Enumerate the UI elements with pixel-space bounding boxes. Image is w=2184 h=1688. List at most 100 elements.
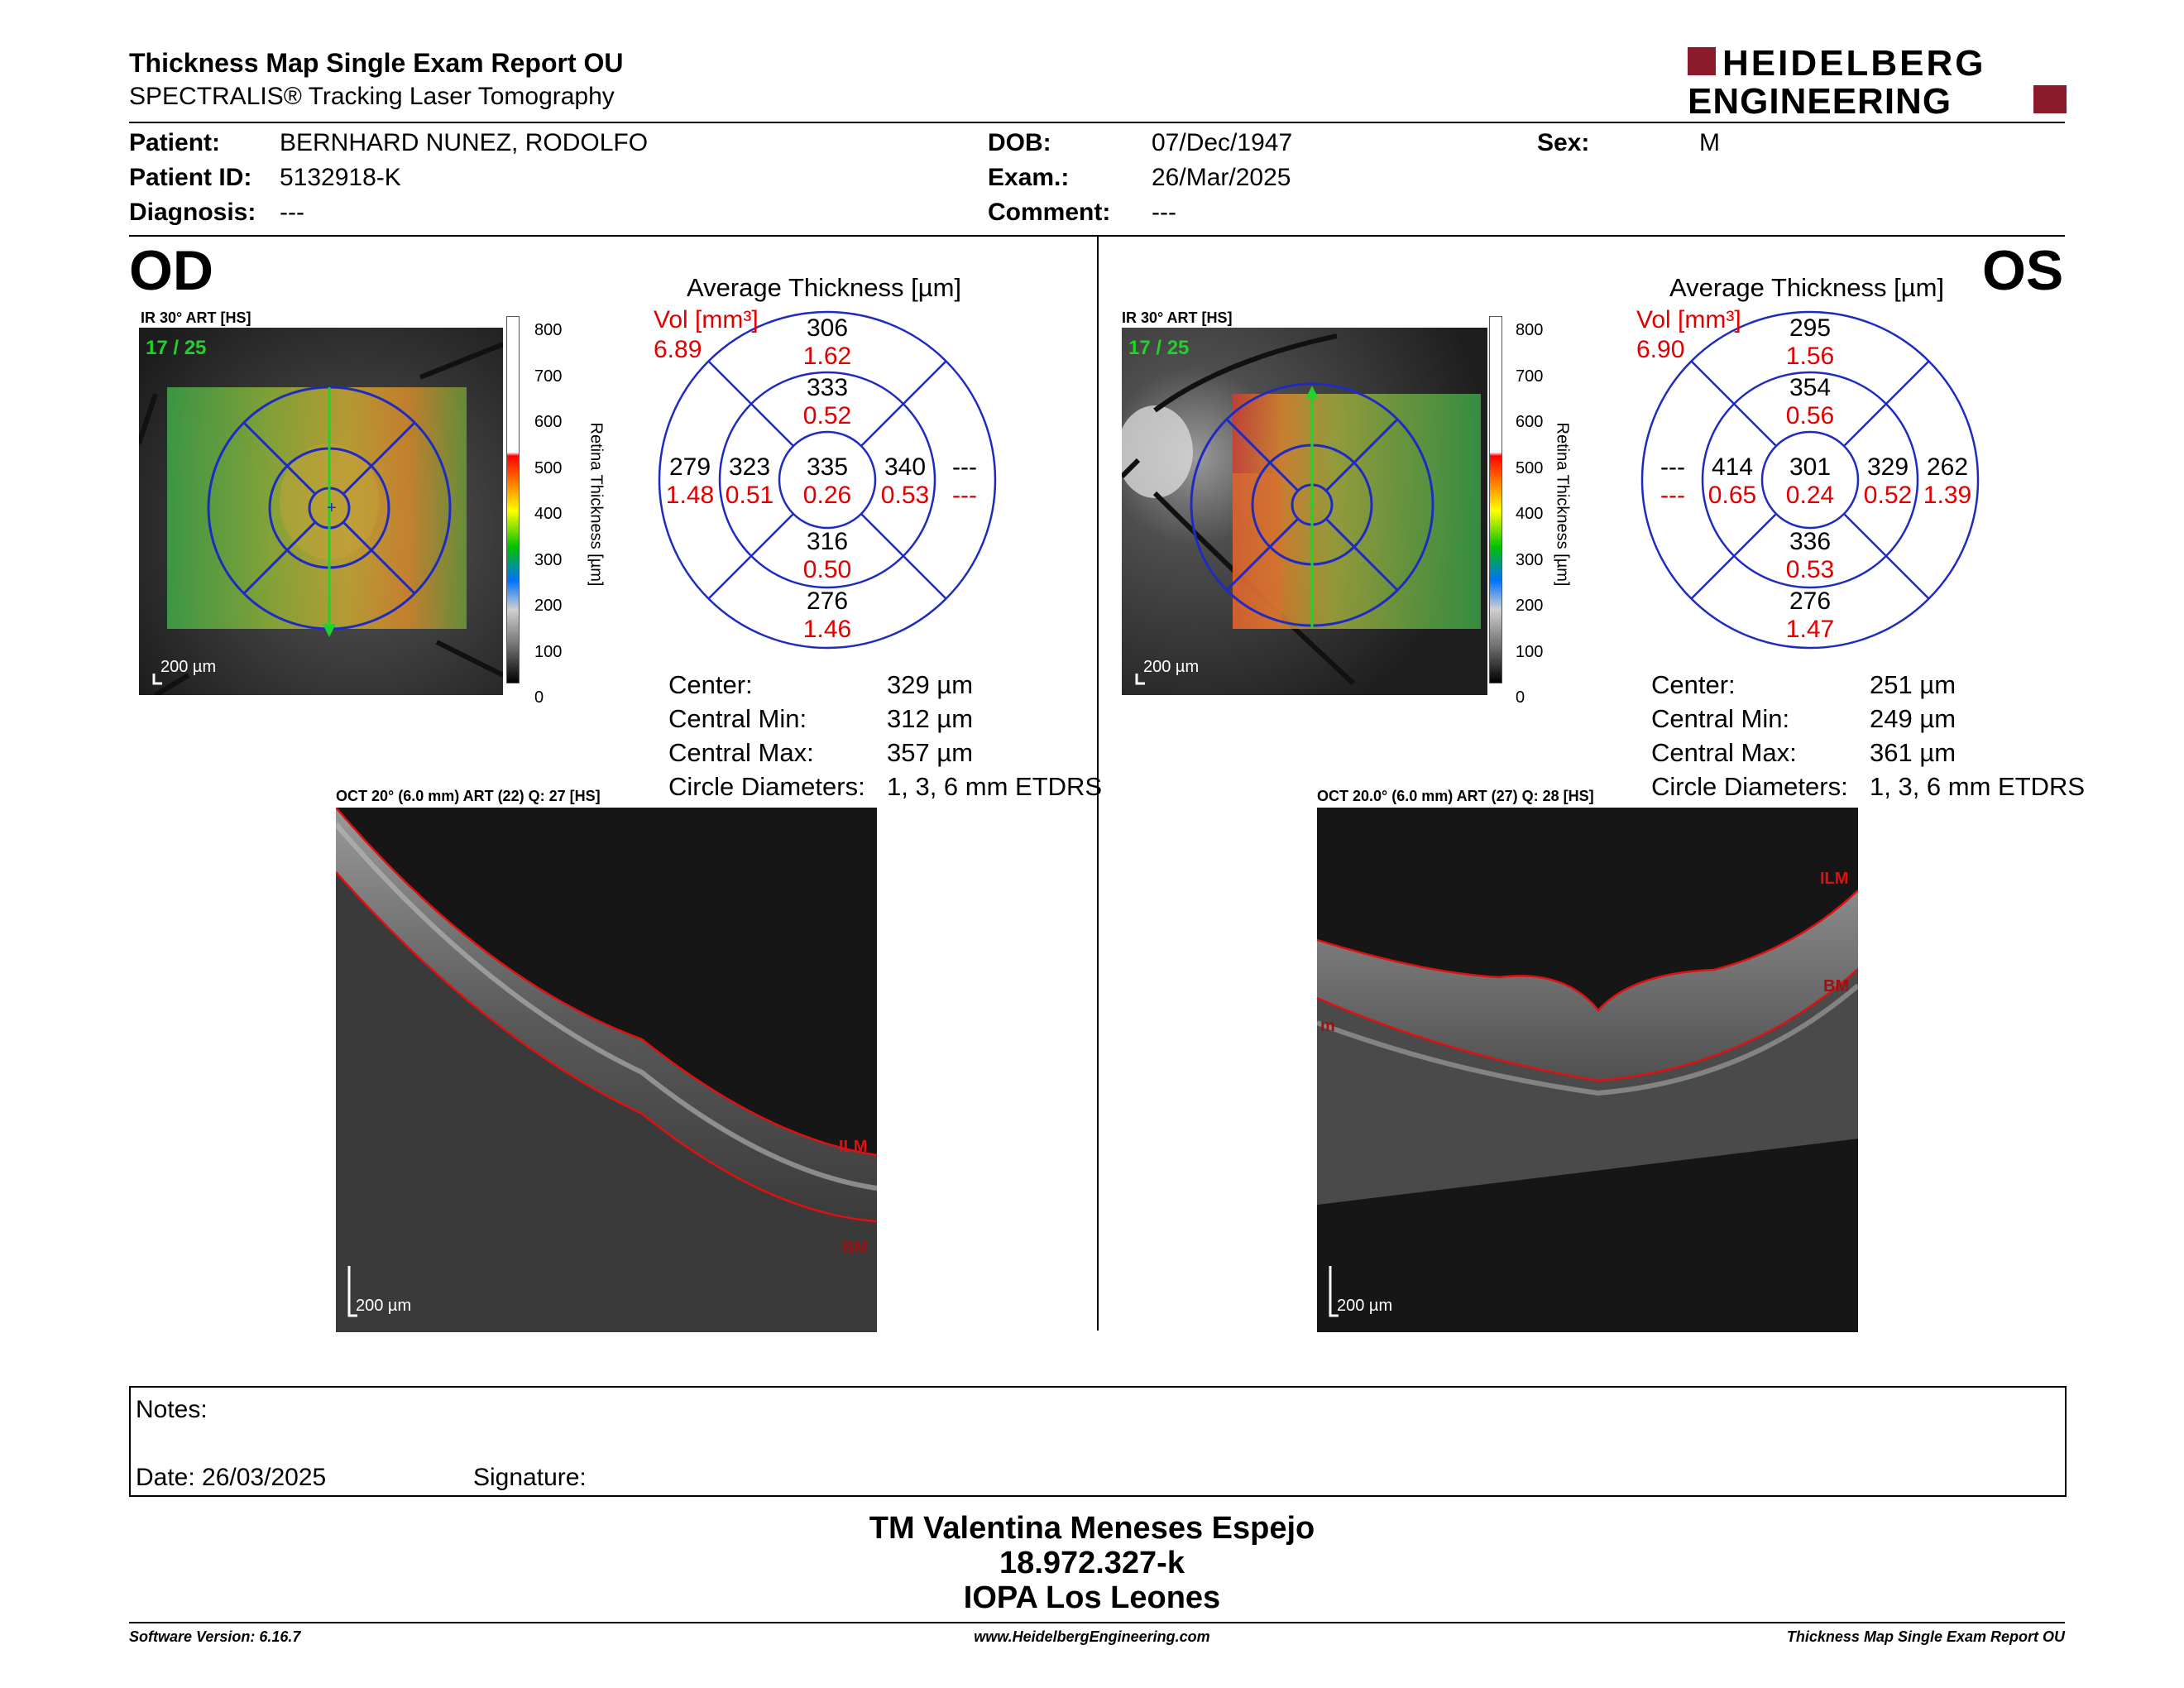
patient-name: BERNHARD NUNEZ, RODOLFO	[280, 129, 649, 156]
os-bm-label: BM	[1823, 977, 1849, 995]
os-circle-value: 1, 3, 6 mm ETDRS	[1870, 772, 2086, 801]
sex-value: M	[1699, 129, 1720, 156]
eye-label-os: OS	[1982, 239, 2064, 302]
svg-text:414: 414	[1712, 453, 1753, 481]
od-oct-label: OCT 20° (6.0 mm) ART (22) Q: 27 [HS]	[336, 788, 601, 804]
os-ilm-label: ILM	[1820, 870, 1848, 888]
svg-text:323: 323	[729, 453, 770, 481]
logo-line1: HEIDELBERG	[1722, 46, 1985, 84]
os-min-label: Central Min:	[1651, 704, 1790, 733]
svg-text:306: 306	[807, 314, 848, 342]
od-ir-label: IR 30° ART [HS]	[141, 309, 251, 326]
diagnosis-value: ---	[280, 199, 304, 226]
patient-id-label: Patient ID:	[129, 164, 252, 191]
report-title: Thickness Map Single Exam Report OU	[129, 48, 624, 78]
signoff-institution: IOPA Los Leones	[963, 1580, 1221, 1615]
od-avg-title: Average Thickness [µm]	[687, 273, 962, 302]
os-frame-counter: 17 / 25	[1128, 337, 1189, 359]
od-oct-bscan: ILM BM 200 µm	[336, 808, 877, 1332]
svg-text:---: ---	[952, 453, 977, 481]
svg-text:0.53: 0.53	[1786, 556, 1834, 583]
os-etdrs-grid: 295 1.56 354 0.56 301 0.24 414 0.65 329 …	[1640, 310, 1980, 650]
os-circle-label: Circle Diameters:	[1651, 772, 1848, 801]
od-ilm-label: ILM	[839, 1138, 867, 1156]
od-colorbar-ticks: 800 700 600 500 400 300 200 100 0	[534, 321, 563, 707]
os-vol-value: 6.90	[1636, 336, 1685, 363]
dob-label: DOB:	[988, 129, 1051, 156]
os-avg-title: Average Thickness [µm]	[1669, 273, 1945, 302]
svg-text:0.52: 0.52	[1864, 482, 1912, 509]
exam-value: 26/Mar/2025	[1152, 164, 1291, 191]
svg-text:---: ---	[1660, 482, 1685, 509]
comment-label: Comment:	[988, 199, 1111, 226]
notes-date: Date: 26/03/2025	[136, 1464, 327, 1491]
od-min-value: 312 µm	[887, 704, 974, 733]
svg-text:0.52: 0.52	[803, 402, 851, 429]
svg-text:1.39: 1.39	[1923, 482, 1971, 509]
signoff-name: TM Valentina Meneses Espejo	[869, 1511, 1315, 1546]
signature-label: Signature:	[473, 1464, 587, 1491]
svg-text:1.56: 1.56	[1786, 343, 1834, 370]
website-link[interactable]: www.HeidelbergEngineering.com	[974, 1628, 1210, 1645]
svg-text:0.26: 0.26	[803, 482, 851, 509]
svg-text:301: 301	[1789, 453, 1831, 481]
svg-text:0.24: 0.24	[1786, 482, 1834, 509]
os-max-value: 361 µm	[1870, 738, 1956, 767]
od-center-label: Center:	[668, 670, 753, 699]
od-circle-value: 1, 3, 6 mm ETDRS	[887, 772, 1103, 801]
signoff-id: 18.972.327-k	[999, 1546, 1185, 1580]
os-colorbar-ticks: 800 700 600 500 400 300 200 100 0	[1516, 321, 1544, 707]
svg-text:340: 340	[884, 453, 926, 481]
svg-text:295: 295	[1789, 314, 1831, 342]
od-max-value: 357 µm	[887, 738, 974, 767]
svg-text:+: +	[1307, 496, 1317, 514]
od-bm-label: BM	[842, 1239, 868, 1257]
od-colorbar	[506, 316, 520, 683]
od-scale-label: 200 µm	[160, 658, 216, 676]
svg-text:316: 316	[807, 528, 848, 555]
svg-text:1.48: 1.48	[666, 482, 714, 509]
svg-text:---: ---	[1660, 453, 1685, 481]
logo-line2: ENGINEERING	[1688, 81, 1952, 117]
software-version: Software Version: 6.16.7	[129, 1628, 301, 1645]
svg-text:329: 329	[1867, 453, 1909, 481]
os-center-value: 251 µm	[1870, 670, 1956, 699]
os-colorbar	[1489, 316, 1502, 683]
svg-text:276: 276	[807, 587, 848, 615]
svg-text:262: 262	[1927, 453, 1968, 481]
exam-label: Exam.:	[988, 164, 1070, 191]
svg-text:333: 333	[807, 374, 848, 401]
sex-label: Sex:	[1537, 129, 1590, 156]
diagnosis-label: Diagnosis:	[129, 199, 256, 226]
od-etdrs-grid: 306 1.62 333 0.52 335 0.26 323 0.51 340 …	[658, 310, 997, 650]
os-min-value: 249 µm	[1870, 704, 1956, 733]
svg-text:+: +	[327, 499, 337, 517]
svg-text:---: ---	[952, 482, 977, 509]
svg-text:0.65: 0.65	[1708, 482, 1756, 509]
svg-text:0.56: 0.56	[1786, 402, 1834, 429]
patient-label: Patient:	[129, 129, 221, 156]
os-oct-scale: 200 µm	[1337, 1297, 1392, 1315]
os-fundus-map: + 17 / 25 200 µm	[1122, 328, 1487, 695]
od-colorbar-label: Retina Thickness [µm]	[587, 422, 606, 587]
od-vol-label: Vol [mm³]	[654, 306, 759, 333]
patient-id: 5132918-K	[280, 164, 401, 191]
od-min-label: Central Min:	[668, 704, 807, 733]
os-oct-label: OCT 20.0° (6.0 mm) ART (27) Q: 28 [HS]	[1317, 788, 1594, 804]
os-m-label: m	[1320, 1017, 1335, 1035]
svg-text:1.46: 1.46	[803, 616, 851, 643]
report-subtitle: SPECTRALIS® Tracking Laser Tomography	[129, 83, 615, 110]
svg-text:335: 335	[807, 453, 848, 481]
svg-text:336: 336	[1789, 528, 1831, 555]
od-fundus-map: + 17 / 25 200 µm	[139, 328, 503, 695]
dob-value: 07/Dec/1947	[1152, 129, 1293, 156]
os-oct-bscan: ILM BM m 200 µm	[1317, 808, 1858, 1332]
notes-box[interactable]: Notes: Date: 26/03/2025 Signature:	[129, 1386, 2067, 1497]
os-colorbar-label: Retina Thickness [µm]	[1553, 422, 1572, 587]
od-frame-counter: 17 / 25	[146, 337, 206, 359]
svg-text:1.62: 1.62	[803, 343, 851, 370]
heidelberg-logo: HEIDELBERG ENGINEERING	[1688, 46, 2067, 117]
svg-text:0.53: 0.53	[881, 482, 929, 509]
svg-text:0.51: 0.51	[726, 482, 774, 509]
od-circle-label: Circle Diameters:	[668, 772, 865, 801]
